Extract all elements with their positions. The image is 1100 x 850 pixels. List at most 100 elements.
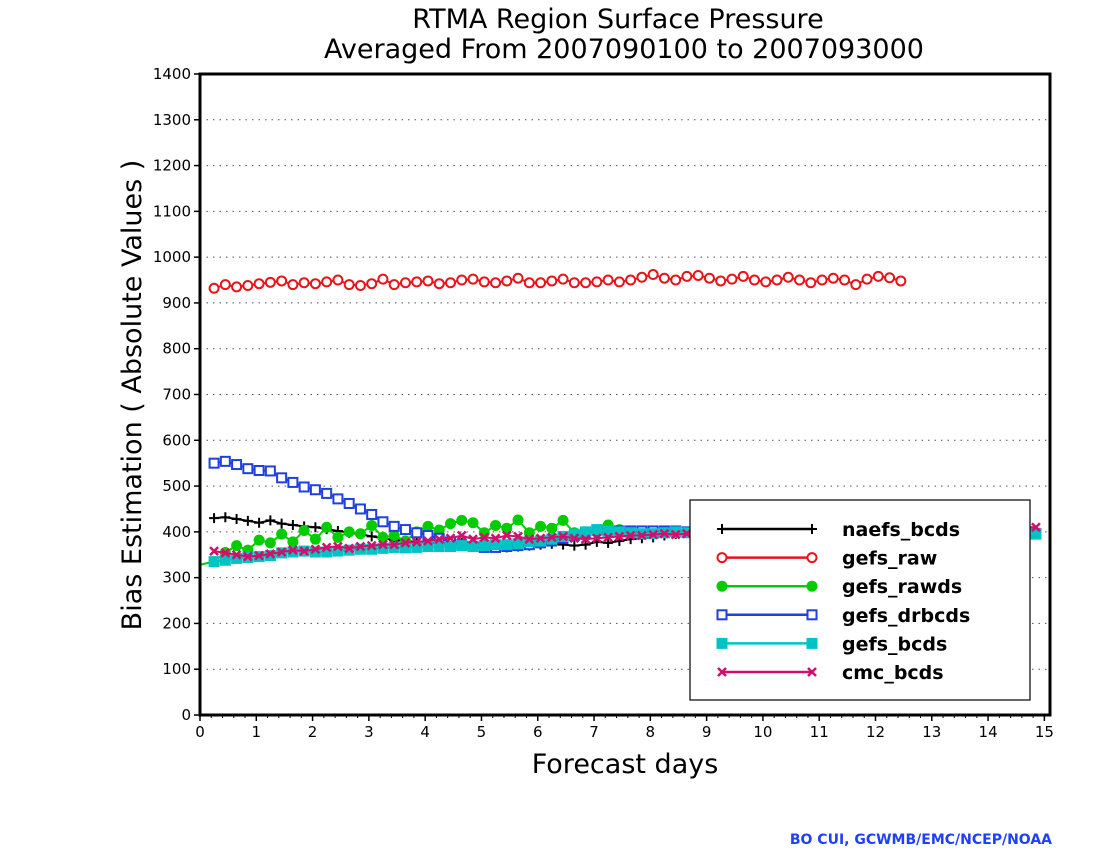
point-gefs_raw (636, 271, 648, 283)
point-gefs_raw (219, 279, 231, 291)
point-gefs_rawds (276, 528, 288, 540)
point-gefs_bcds (388, 541, 400, 553)
point-gefs_raw (276, 275, 288, 287)
point-cmc_bcds (535, 533, 546, 544)
point-cmc_bcds (546, 532, 557, 543)
x-tick-label: 6 (533, 723, 543, 741)
point-gefs_bcds (625, 527, 637, 539)
y-tick-label: 900 (162, 294, 191, 312)
point-gefs_rawds (535, 520, 547, 532)
point-gefs_drbcds (354, 503, 366, 515)
point-cmc_bcds (670, 529, 681, 540)
y-tick-label: 800 (162, 340, 191, 358)
point-gefs_raw (568, 277, 580, 289)
point-gefs_rawds (231, 540, 243, 552)
point-cmc_bcds (333, 541, 343, 552)
x-tick-label: 10 (753, 723, 772, 741)
point-naefs_bcds (569, 540, 580, 551)
point-cmc_bcds (434, 534, 445, 545)
point-gefs_raw (467, 273, 479, 285)
point-gefs_bcds (264, 550, 276, 562)
point-gefs_rawds (444, 518, 456, 530)
point-gefs_drbcds (343, 497, 355, 509)
point-gefs_bcds (309, 546, 321, 558)
point-gefs_raw (377, 273, 389, 285)
point-cmc_bcds (378, 539, 388, 550)
legend-marker (716, 552, 728, 564)
point-gefs_bcds (478, 540, 490, 552)
point-gefs_rawds (298, 524, 310, 536)
chart-title: RTMA Region Surface Pressure (412, 4, 823, 35)
series-gefs_raw (208, 269, 907, 294)
point-gefs_bcds (535, 535, 547, 547)
point-cmc_bcds (299, 546, 310, 556)
point-gefs_raw (422, 275, 434, 287)
y-tick-label: 1400 (153, 65, 191, 83)
point-gefs_raw (647, 269, 659, 281)
y-tick-label: 100 (162, 660, 191, 678)
y-tick-label: 600 (162, 431, 191, 449)
point-gefs_drbcds (253, 465, 265, 477)
point-gefs_raw (602, 274, 614, 286)
point-cmc_bcds (287, 545, 298, 556)
legend: naefs_bcds gefs_raw gefs_rawds gefs_drbcdsg… (689, 499, 1031, 701)
point-gefs_rawds (264, 537, 276, 549)
point-gefs_raw (613, 276, 625, 288)
point-gefs_drbcds (208, 457, 220, 469)
y-tick-label: 1300 (153, 111, 191, 129)
legend-item: naefs_bcds (717, 519, 960, 541)
legend-item: gefs_bcds (716, 633, 947, 655)
point-gefs_raw (670, 274, 682, 286)
point-gefs_raw (737, 270, 749, 282)
point-gefs_raw (343, 279, 355, 291)
point-cmc_bcds (580, 534, 591, 545)
point-gefs_raw (399, 277, 411, 289)
point-gefs_drbcds (309, 484, 321, 496)
point-gefs_bcds (636, 528, 648, 540)
point-gefs_bcds (523, 536, 535, 548)
point-cmc_bcds (344, 543, 355, 554)
x-tick-label: 7 (589, 723, 599, 741)
x-tick-label: 1 (252, 723, 262, 741)
point-gefs_bcds (546, 533, 558, 545)
point-gefs_bcds (208, 556, 220, 568)
point-cmc_bcds (637, 530, 647, 541)
point-gefs_rawds (456, 514, 468, 526)
x-tick-label: 13 (922, 723, 941, 741)
point-cmc_bcds (648, 529, 659, 540)
point-naefs_bcds (603, 537, 614, 548)
legend-marker (716, 580, 728, 592)
point-cmc_bcds (209, 546, 219, 556)
point-cmc_bcds (411, 537, 422, 547)
point-gefs_drbcds (321, 487, 333, 499)
legend-label: gefs_bcds (842, 633, 947, 655)
point-gefs_drbcds (411, 527, 423, 539)
y-axis-ticks: 0 100 200 300 400 500 600 700 800 900 1000 1100 1200… (153, 65, 200, 724)
point-cmc_bcds (456, 530, 467, 541)
point-gefs_drbcds (287, 476, 299, 488)
point-gefs_drbcds (242, 463, 254, 475)
point-cmc_bcds (389, 539, 400, 550)
point-naefs_bcds (287, 519, 298, 530)
legend-label: cmc_bcds (842, 662, 944, 684)
x-axis-label: Forecast days (532, 749, 719, 780)
legend-marker (717, 667, 727, 677)
point-gefs_raw (332, 274, 344, 286)
point-naefs_bcds (265, 515, 276, 526)
point-gefs_raw (794, 274, 806, 286)
point-gefs_raw (501, 275, 513, 287)
point-gefs_raw (478, 276, 490, 288)
point-gefs_raw (309, 278, 321, 290)
point-gefs_raw (546, 275, 558, 287)
point-naefs_bcds (220, 512, 231, 523)
point-gefs_raw (827, 272, 839, 284)
point-gefs_bcds (219, 554, 231, 566)
x-tick-label: 9 (702, 723, 712, 741)
point-cmc_bcds (603, 532, 613, 543)
point-gefs_rawds (422, 520, 434, 532)
point-cmc_bcds (1031, 522, 1041, 533)
point-gefs_drbcds (377, 516, 389, 528)
point-gefs_raw (895, 275, 907, 287)
x-tick-label: 3 (364, 723, 374, 741)
point-gefs_raw (591, 276, 603, 288)
